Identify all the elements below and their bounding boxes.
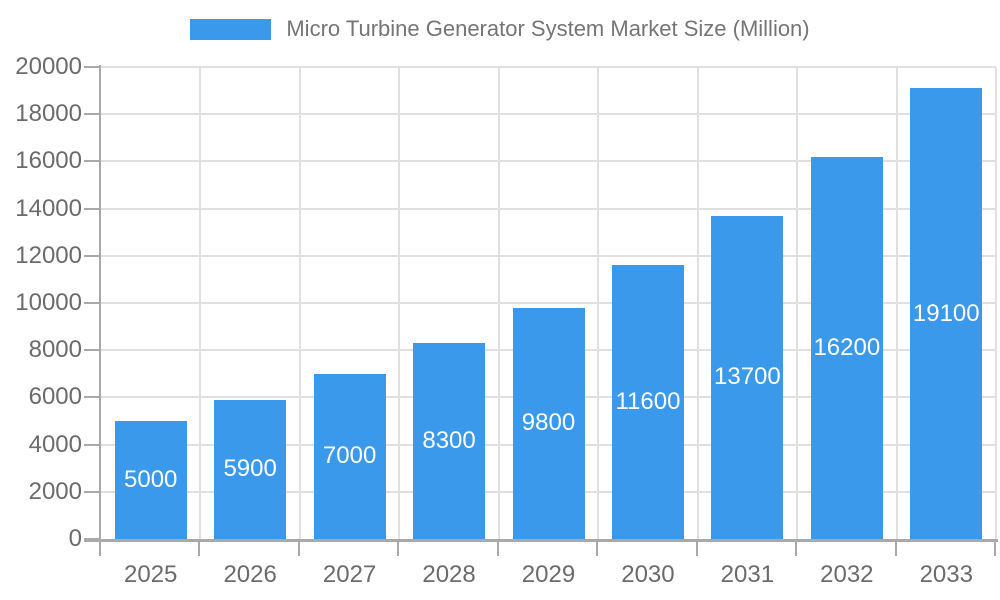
x-tick-label: 2027 [322,561,377,588]
x-tick-label: 2033 [919,561,973,588]
y-tick [84,349,101,352]
bar: 9800 [512,307,585,539]
x-tick-label: 2028 [422,561,476,588]
bar: 13700 [711,215,784,539]
y-tick-label: 20000 [15,53,82,80]
legend: Micro Turbine Generator System Market Si… [0,16,1000,42]
x-tick-label: 2032 [820,561,874,588]
y-tick-label: 10000 [15,289,82,316]
y-tick-label: 8000 [28,336,82,364]
v-gridline [696,67,699,539]
x-tick-label: 2026 [223,561,277,588]
h-gridline [101,302,996,304]
v-gridline [298,67,301,539]
bar: 7000 [313,373,386,539]
y-tick-label: 18000 [15,100,82,128]
bar-value-label: 9800 [521,409,576,437]
y-tick [84,302,101,304]
bar-value-label: 19100 [912,299,980,327]
v-gridline [995,67,997,539]
bar-value-label: 7000 [322,442,377,470]
x-tick [99,539,101,556]
y-tick [84,490,101,493]
bar: 19100 [910,88,983,539]
x-tick [496,539,499,556]
y-tick-label: 12000 [15,241,82,269]
bar-value-label: 16200 [813,333,881,361]
bar-value-label: 11600 [615,388,681,416]
bar: 5000 [114,421,187,539]
v-gridline [199,67,202,539]
bar-value-label: 13700 [714,363,781,391]
y-tick-label: 0 [68,525,82,552]
y-tick-label: 14000 [15,194,82,222]
y-tick [84,443,101,446]
v-gridline [796,67,799,539]
x-tick [994,539,996,556]
y-tick-label: 6000 [28,383,82,411]
bar-value-label: 8300 [422,427,476,455]
h-gridline [101,66,996,68]
x-tick [695,539,698,556]
h-gridline [101,160,996,163]
y-tick-label: 2000 [28,477,82,505]
h-gridline [101,113,996,116]
y-tick [84,254,101,257]
x-tick-label: 2031 [720,561,775,588]
y-axis-line [99,65,101,556]
v-gridline [895,67,898,539]
y-tick [84,113,101,116]
x-tick-label: 2025 [124,561,178,588]
bar: 8300 [413,343,486,539]
y-tick [84,160,101,163]
bar-value-label: 5900 [223,455,277,483]
h-gridline [101,254,996,257]
x-tick [397,539,400,556]
bar-value-label: 5000 [124,466,178,493]
bar: 16200 [810,156,883,539]
y-tick-label: 4000 [28,430,82,458]
x-tick [198,539,201,556]
x-tick [894,539,897,556]
y-tick [84,538,101,540]
bar: 11600 [611,265,684,539]
h-gridline [101,207,996,210]
bar: 5900 [214,399,287,539]
y-tick [84,396,101,399]
v-gridline [398,67,401,539]
x-tick [795,539,798,556]
x-tick [297,539,300,556]
legend-swatch [190,18,272,40]
legend-label: Micro Turbine Generator System Market Si… [286,16,810,41]
x-tick-label: 2029 [521,561,576,588]
y-tick-label: 16000 [15,147,82,175]
x-axis-line [84,539,998,542]
y-tick [84,207,101,210]
x-tick-label: 2030 [621,561,675,588]
v-gridline [497,67,500,539]
y-tick [84,66,101,68]
x-tick [596,539,599,556]
v-gridline [597,67,600,539]
